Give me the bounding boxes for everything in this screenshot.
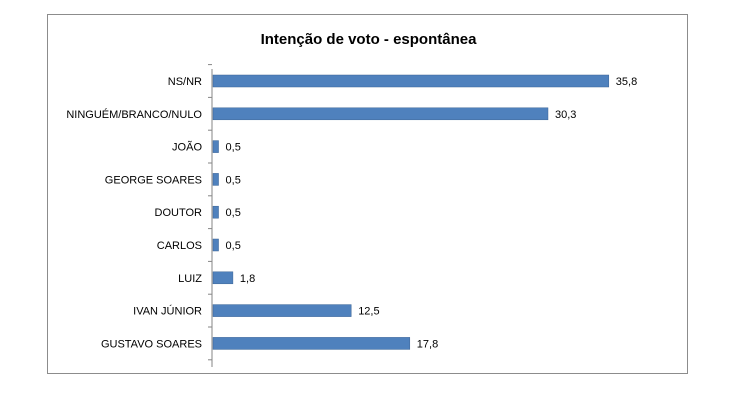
category-label: NS/NR bbox=[168, 76, 202, 88]
data-label: 1,8 bbox=[240, 273, 255, 285]
bar-chart: NS/NR 35,8 NINGUÉM/BRANCO/NULO 30,3 JOÃO 0,5 G… bbox=[66, 64, 637, 367]
chart-title: Intenção de voto - espontânea bbox=[260, 31, 477, 48]
data-label: 30,3 bbox=[555, 109, 576, 121]
category-label: JOÃO bbox=[172, 141, 202, 154]
bar bbox=[212, 205, 219, 219]
bar bbox=[212, 107, 549, 121]
category-label: CARLOS bbox=[157, 240, 202, 252]
category-label: LUIZ bbox=[178, 273, 202, 285]
data-label: 12,5 bbox=[358, 306, 379, 318]
bar bbox=[212, 74, 610, 88]
data-label: 0,5 bbox=[226, 207, 241, 219]
category-label: DOUTOR bbox=[155, 207, 203, 219]
data-label: 17,8 bbox=[417, 338, 438, 350]
bar bbox=[212, 304, 352, 317]
data-label: 0,5 bbox=[226, 240, 241, 252]
bar bbox=[212, 238, 219, 252]
chart-frame: Intenção de voto - espontânea NS/NR 35,8 N… bbox=[47, 14, 688, 374]
bar bbox=[212, 140, 219, 153]
category-label: GUSTAVO SOARES bbox=[101, 338, 202, 350]
data-label: 0,5 bbox=[226, 174, 241, 186]
bar bbox=[212, 173, 219, 186]
category-label: IVAN JÚNIOR bbox=[133, 305, 202, 318]
category-label: NINGUÉM/BRANCO/NULO bbox=[66, 108, 202, 121]
bar bbox=[212, 337, 411, 350]
data-label: 0,5 bbox=[226, 142, 241, 154]
data-label: 35,8 bbox=[616, 76, 637, 88]
bar bbox=[212, 271, 234, 285]
category-label: GEORGE SOARES bbox=[105, 174, 202, 186]
